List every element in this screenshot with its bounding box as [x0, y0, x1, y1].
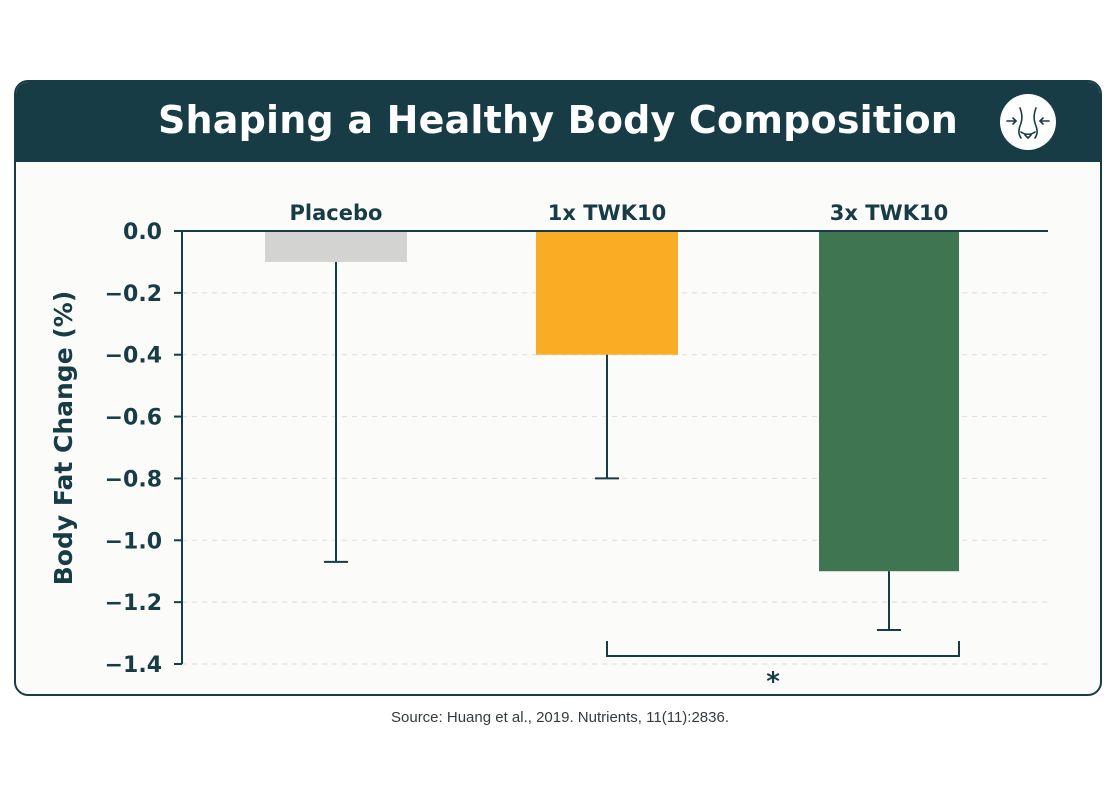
- bar-placebo: [265, 231, 407, 262]
- y-tick-label: −1.2: [105, 591, 162, 616]
- y-tick-label: −0.4: [105, 344, 162, 369]
- page-title: Shaping a Healthy Body Composition: [157, 98, 959, 142]
- y-tick-label: −1.0: [105, 529, 162, 554]
- significance-bracket: [606, 641, 960, 657]
- significance-marker: *: [766, 667, 780, 697]
- category-label: 3x TWK10: [830, 201, 948, 225]
- y-tick-label: −0.8: [105, 467, 162, 492]
- y-tick-label: −0.6: [105, 406, 162, 431]
- category-label: 1x TWK10: [548, 201, 666, 225]
- category-label: Placebo: [290, 201, 383, 225]
- body-composition-icon: [1000, 94, 1056, 150]
- waist-icon: [1006, 107, 1050, 139]
- bar-1x-twk10: [536, 231, 678, 355]
- y-tick-label: −0.2: [105, 282, 162, 307]
- bar-3x-twk10: [819, 231, 959, 572]
- header-bar: Shaping a Healthy Body Composition: [16, 82, 1100, 162]
- y-tick-label: −1.4: [105, 653, 162, 678]
- y-tick-label: 0.0: [123, 220, 162, 245]
- source-citation: Source: Huang et al., 2019. Nutrients, 1…: [391, 709, 729, 726]
- y-axis-title: Body Fat Change (%): [49, 291, 78, 586]
